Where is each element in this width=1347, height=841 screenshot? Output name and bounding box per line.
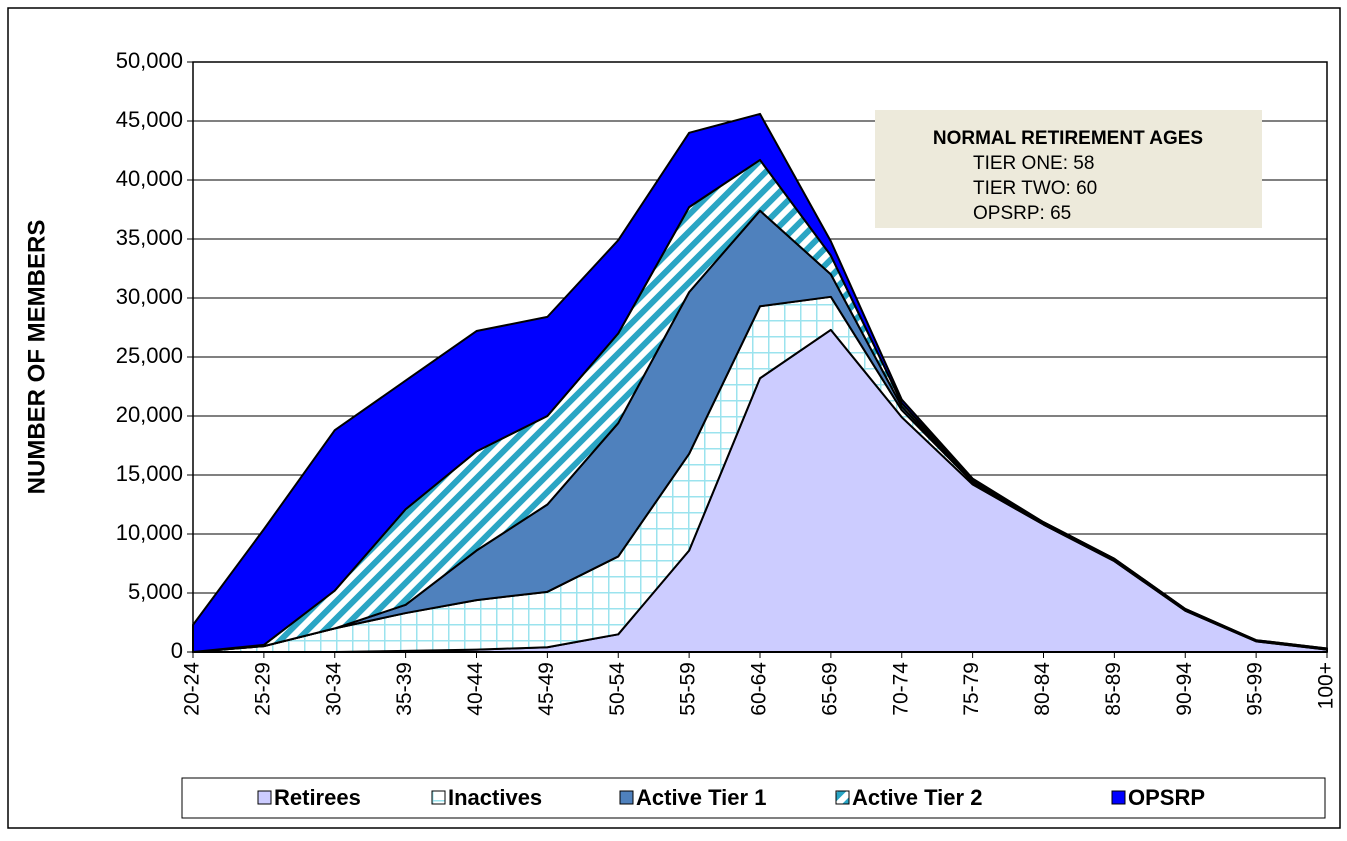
annotation-box — [875, 110, 1262, 228]
x-tick-label: 90-94 — [1173, 662, 1196, 716]
x-tick-label: 25-29 — [251, 662, 274, 716]
y-tick-label: 45,000 — [116, 107, 183, 132]
annotation-line: TIER ONE: 58 — [973, 153, 1094, 174]
legend-swatch — [431, 790, 446, 805]
x-tick-label: 50-54 — [606, 662, 629, 716]
y-tick-label: 25,000 — [116, 343, 183, 368]
x-tick-label: 100+ — [1315, 662, 1338, 709]
legend-swatch — [835, 790, 850, 805]
y-tick-label: 0 — [171, 638, 183, 663]
y-tick-label: 5,000 — [128, 579, 183, 604]
x-tick-label: 70-74 — [889, 662, 912, 716]
x-tick-label: 80-84 — [1031, 662, 1054, 716]
x-tick-label: 45-49 — [535, 662, 558, 716]
legend-label: Retirees — [274, 785, 361, 810]
y-tick-label: 10,000 — [116, 520, 183, 545]
x-tick-label: 95-99 — [1244, 662, 1267, 716]
x-tick-label: 85-89 — [1102, 662, 1125, 716]
legend-label: Active Tier 1 — [636, 785, 766, 810]
y-tick-label: 35,000 — [116, 225, 183, 250]
annotation-line: TIER TWO: 60 — [973, 178, 1097, 199]
y-tick-label: 15,000 — [116, 461, 183, 486]
y-tick-label: 30,000 — [116, 284, 183, 309]
x-tick-label: 40-44 — [464, 662, 487, 716]
x-tick-label: 65-69 — [818, 662, 841, 716]
x-tick-label: 20-24 — [181, 662, 204, 716]
legend — [181, 777, 1326, 819]
legend-label: OPSRP — [1128, 785, 1205, 810]
annotation-line: OPSRP: 65 — [973, 203, 1071, 224]
legend-swatch — [619, 790, 634, 805]
x-tick-label: 55-59 — [677, 662, 700, 716]
area — [192, 112, 1328, 653]
plot-area: 0 5,000 10,000 15,000 20,000 25,000 30,000 35,0… — [116, 48, 1338, 716]
y-tick-label: 50,000 — [116, 48, 183, 73]
legend-label: Inactives — [448, 785, 542, 810]
x-tick-label: 35-39 — [393, 662, 416, 716]
chart-frame — [7, 7, 1341, 829]
legend-swatch — [1111, 790, 1126, 805]
legend-swatch — [257, 790, 272, 805]
legend-label: Active Tier 2 — [852, 785, 982, 810]
y-tick-label: 40,000 — [116, 166, 183, 191]
x-tick-label: 60-64 — [748, 662, 771, 716]
x-tick-label: 75-79 — [960, 662, 983, 716]
y-tick-label: 20,000 — [116, 402, 183, 427]
y-axis-label: NUMBER OF MEMBERS — [23, 220, 50, 495]
annotation-title: NORMAL RETIREMENT AGES — [933, 128, 1203, 149]
x-tick-label: 30-34 — [322, 662, 345, 716]
